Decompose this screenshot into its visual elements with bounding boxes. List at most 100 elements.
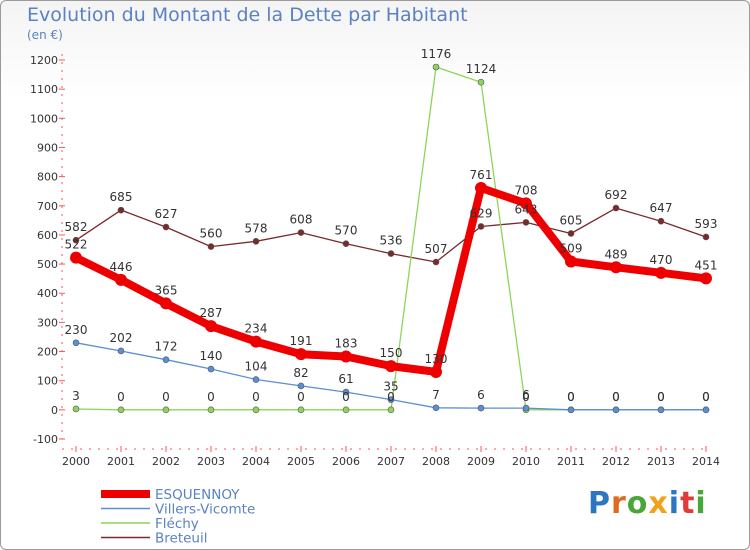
- logo-letter: x: [648, 486, 669, 521]
- data-label: 287: [200, 306, 223, 320]
- data-point: [205, 320, 217, 333]
- data-label: 7: [432, 388, 440, 402]
- proxiti-logo: Proxiti: [588, 486, 707, 521]
- y-tick-label: 1200: [30, 54, 58, 67]
- legend-label: Fléchy: [155, 516, 199, 532]
- data-label: 0: [657, 390, 665, 404]
- data-label: 61: [338, 372, 353, 386]
- data-point: [610, 261, 622, 274]
- chart-title: Evolution du Montant de la Dette par Hab…: [27, 4, 468, 26]
- data-point: [700, 272, 712, 285]
- x-tick-label: 2008: [422, 455, 450, 468]
- x-tick-label: 2011: [557, 455, 585, 468]
- y-tick-label: 100: [37, 375, 58, 388]
- data-point: [430, 365, 442, 378]
- x-tick-label: 2013: [647, 455, 675, 468]
- data-point: [297, 406, 305, 414]
- data-label: 629: [470, 206, 493, 220]
- data-label: 150: [380, 346, 403, 360]
- x-tick-label: 2004: [242, 455, 270, 468]
- data-point: [432, 258, 440, 266]
- data-point: [162, 406, 170, 414]
- data-point: [520, 197, 532, 210]
- data-point: [612, 406, 620, 414]
- data-label: 3: [72, 389, 80, 403]
- data-point: [702, 233, 710, 241]
- y-tick-label: -100: [33, 433, 58, 446]
- data-label: 0: [522, 390, 530, 404]
- data-label: 130: [425, 352, 448, 366]
- data-point: [655, 266, 667, 279]
- data-label: 0: [612, 390, 620, 404]
- data-point: [207, 365, 215, 373]
- data-point: [565, 255, 577, 268]
- data-label: 451: [695, 258, 718, 272]
- data-label: 202: [110, 331, 133, 345]
- x-tick-label: 2000: [62, 455, 90, 468]
- x-tick-label: 2014: [692, 455, 720, 468]
- data-label: 560: [200, 227, 223, 241]
- data-point: [432, 63, 440, 71]
- data-label: 0: [117, 390, 125, 404]
- x-tick-label: 2012: [602, 455, 630, 468]
- y-tick-label: 600: [37, 229, 58, 242]
- data-label: 365: [155, 283, 178, 297]
- x-tick-label: 2003: [197, 455, 225, 468]
- data-label: 446: [110, 260, 133, 274]
- x-tick-label: 2001: [107, 455, 135, 468]
- data-label: 6: [522, 388, 530, 402]
- data-label: 470: [650, 253, 673, 267]
- chart-unit: (en €): [27, 28, 63, 42]
- logo-letter: o: [626, 486, 649, 521]
- data-point: [342, 240, 350, 247]
- data-point: [207, 243, 215, 250]
- data-label: 0: [612, 390, 620, 404]
- data-point: [252, 406, 260, 414]
- data-point: [657, 217, 665, 225]
- data-point: [387, 406, 395, 414]
- data-label: 234: [245, 322, 268, 336]
- data-point: [115, 273, 127, 286]
- data-point: [252, 376, 260, 383]
- data-point: [295, 348, 307, 361]
- data-point: [70, 251, 82, 264]
- data-label: 0: [342, 390, 350, 404]
- data-label: 643: [515, 202, 538, 216]
- data-label: 0: [252, 390, 260, 404]
- data-label: 0: [567, 390, 575, 404]
- y-tick-label: 1000: [30, 112, 58, 125]
- data-point: [160, 297, 172, 310]
- data-point: [567, 230, 575, 237]
- data-point: [522, 404, 530, 412]
- data-label: 570: [335, 224, 358, 238]
- data-point: [475, 181, 487, 194]
- data-point: [567, 406, 575, 414]
- data-label: 608: [290, 213, 313, 227]
- data-point: [117, 206, 125, 214]
- data-label: 627: [155, 207, 178, 221]
- data-label: 593: [695, 217, 718, 231]
- data-label: 0: [702, 390, 710, 404]
- data-point: [252, 238, 260, 245]
- data-point: [702, 406, 710, 414]
- y-tick-label: 500: [37, 258, 58, 271]
- x-tick-label: 2002: [152, 455, 180, 468]
- y-tick-label: 1100: [30, 83, 58, 96]
- axes: -100010020030040050060070080090010001100…: [30, 54, 720, 468]
- y-tick-label: 800: [37, 171, 58, 184]
- data-label: 1124: [466, 62, 497, 76]
- data-label: 647: [650, 201, 673, 215]
- data-label: 692: [605, 188, 628, 202]
- data-label: 0: [567, 390, 575, 404]
- logo-letter: t: [680, 486, 696, 521]
- x-tick-label: 2006: [332, 455, 360, 468]
- data-point: [342, 388, 350, 396]
- data-label: 104: [245, 360, 268, 374]
- data-point: [522, 219, 530, 226]
- data-label: 0: [387, 390, 395, 404]
- x-tick-label: 2009: [467, 455, 495, 468]
- y-tick-label: 900: [37, 141, 58, 154]
